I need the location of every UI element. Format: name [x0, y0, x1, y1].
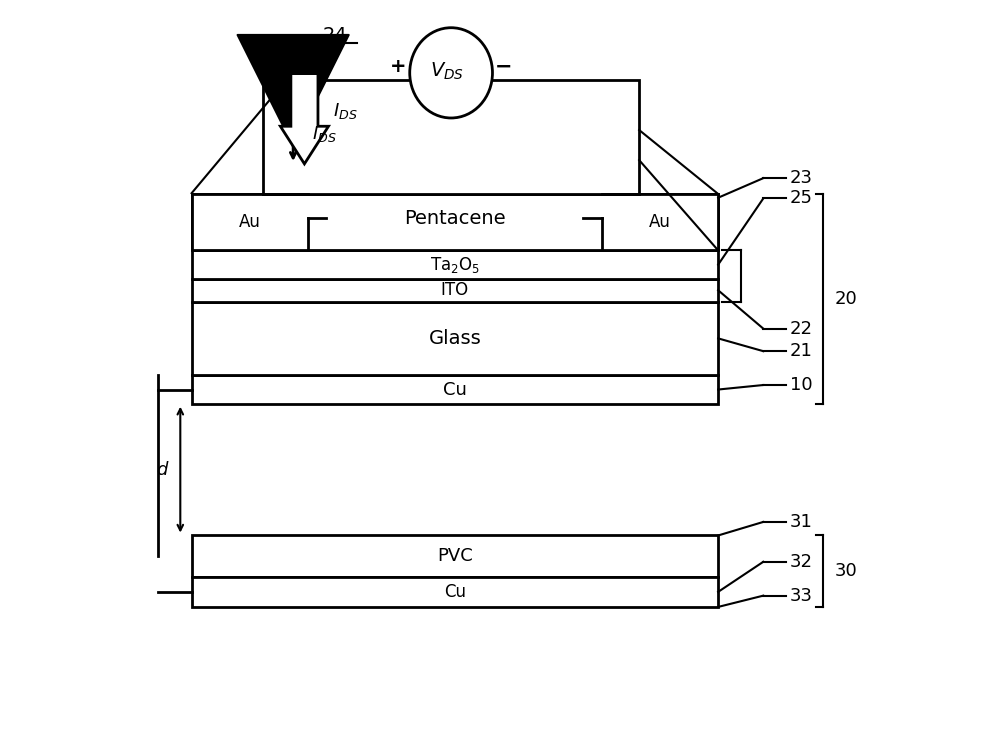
Text: Glass: Glass	[428, 329, 481, 348]
Text: −: −	[495, 57, 513, 77]
Ellipse shape	[410, 28, 492, 118]
Polygon shape	[280, 73, 328, 164]
Bar	[192, 194, 718, 251]
Text: Au: Au	[649, 213, 671, 231]
Text: PVC: PVC	[437, 547, 473, 565]
Bar	[192, 577, 718, 607]
Text: d: d	[156, 461, 167, 479]
Text: 10: 10	[790, 376, 812, 394]
Text: 33: 33	[790, 587, 813, 605]
Bar	[192, 301, 718, 375]
Text: 22: 22	[790, 319, 813, 337]
Text: 25: 25	[790, 190, 813, 208]
Text: +: +	[390, 57, 407, 76]
Text: 30: 30	[835, 562, 857, 580]
Text: $I_{DS}$: $I_{DS}$	[312, 124, 337, 143]
Bar	[192, 375, 718, 404]
Text: Ta$_2$O$_5$: Ta$_2$O$_5$	[430, 254, 480, 275]
Bar	[192, 279, 718, 301]
Text: 21: 21	[790, 342, 812, 360]
Text: 32: 32	[790, 553, 813, 571]
Text: 23: 23	[790, 169, 813, 187]
Text: $I_{DS}$: $I_{DS}$	[333, 101, 358, 122]
Text: Pentacene: Pentacene	[404, 209, 506, 228]
Bar	[192, 194, 718, 251]
Text: Cu: Cu	[443, 381, 467, 399]
Text: Au: Au	[239, 213, 261, 231]
Bar	[192, 535, 718, 577]
Text: $V_{DS}$: $V_{DS}$	[430, 60, 464, 82]
Text: Cu: Cu	[444, 583, 466, 601]
Text: 31: 31	[790, 513, 812, 531]
Bar	[192, 251, 718, 279]
Bar	[263, 80, 639, 194]
Text: ITO: ITO	[441, 282, 469, 299]
Text: 24: 24	[322, 26, 347, 45]
Text: 20: 20	[835, 290, 857, 308]
